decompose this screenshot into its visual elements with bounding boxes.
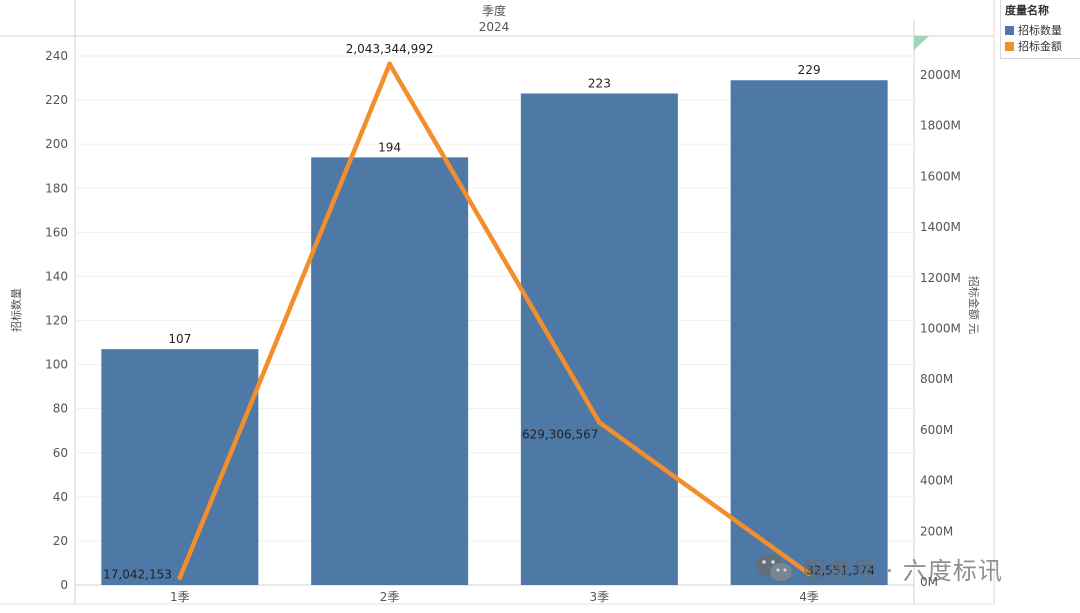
- line-series: [177, 61, 812, 581]
- right-tick-label: 1800M: [920, 119, 961, 133]
- left-tick-label: 40: [53, 490, 68, 504]
- right-tick-label: 1400M: [920, 220, 961, 234]
- x-tick-label: 2季: [380, 590, 400, 604]
- bar-value-label: 194: [378, 140, 401, 154]
- left-tick-label: 180: [45, 181, 68, 195]
- bar-value-label: 223: [588, 76, 611, 90]
- amount-line: [177, 61, 812, 580]
- right-tick-label: 600M: [920, 423, 953, 437]
- left-tick-label: 200: [45, 137, 68, 151]
- right-axis-title: 招标金额 元: [967, 276, 981, 335]
- left-tick-label: 160: [45, 225, 68, 239]
- left-tick-label: 100: [45, 358, 68, 372]
- left-tick-label: 140: [45, 269, 68, 283]
- watermark: 服务号 · 六度标讯: [754, 548, 1003, 588]
- watermark-text: 服务号 · 六度标讯: [802, 556, 1003, 585]
- bar: [101, 349, 259, 585]
- column-header-field: 季度: [482, 3, 506, 18]
- column-header-value: 2024: [479, 20, 510, 34]
- left-tick-label: 120: [45, 314, 68, 328]
- line-point: [806, 571, 812, 577]
- bar-value-label: 107: [168, 332, 191, 346]
- legend-swatch-amount: [1005, 41, 1014, 51]
- axis-ticks: 0 20 40 60 80 100 120 140 160 180 200 220 240 0M 200M 4…: [45, 49, 961, 604]
- right-tick-label: 400M: [920, 474, 953, 488]
- line-value-label: 629,306,567: [522, 427, 598, 441]
- legend-item-amount[interactable]: 招标金额: [1001, 38, 1080, 54]
- line-point: [596, 419, 602, 425]
- left-tick-label: 20: [53, 534, 68, 548]
- x-tick-label: 1季: [170, 590, 190, 604]
- left-tick-label: 0: [60, 578, 68, 592]
- right-tick-label: 1200M: [920, 271, 961, 285]
- left-tick-label: 80: [53, 402, 68, 416]
- legend-title: 度量名称: [1005, 4, 1049, 17]
- line-point: [387, 61, 393, 67]
- left-tick-label: 240: [45, 49, 68, 63]
- right-tick-label: 1000M: [920, 322, 961, 336]
- bar: [311, 157, 469, 585]
- right-tick-label: 2000M: [920, 68, 961, 82]
- data-labels: 107 194 223 229 17,042,153 2,043,344,992 629,3…: [103, 42, 875, 582]
- line-value-label: 17,042,153: [103, 568, 172, 582]
- line-value-label: 2,043,344,992: [346, 42, 434, 56]
- left-tick-label: 220: [45, 93, 68, 107]
- x-tick-label: 4季: [799, 590, 819, 604]
- legend-swatch-count: [1005, 25, 1014, 35]
- line-value-label: 32,551,374: [806, 564, 875, 578]
- legend: 度量名称 招标数量 招标金额: [1000, 0, 1080, 59]
- bar: [520, 93, 678, 586]
- bar: [730, 80, 888, 585]
- bar-value-label: 229: [798, 63, 821, 77]
- right-tick-label: 800M: [920, 372, 953, 386]
- left-tick-label: 60: [53, 446, 68, 460]
- axis-corner-marker: [914, 36, 929, 50]
- bar-series: [101, 80, 888, 586]
- left-axis-title: 招标数量: [9, 288, 23, 332]
- legend-label-count: 招标数量: [1018, 24, 1062, 37]
- wechat-icon: [756, 554, 792, 581]
- legend-item-count[interactable]: 招标数量: [1001, 22, 1080, 38]
- line-point: [177, 575, 183, 581]
- right-tick-label: 200M: [920, 524, 953, 538]
- x-tick-label: 3季: [590, 590, 610, 604]
- legend-label-amount: 招标金额: [1018, 40, 1062, 53]
- right-tick-label: 1600M: [920, 169, 961, 183]
- right-tick-label: 0M: [920, 575, 938, 589]
